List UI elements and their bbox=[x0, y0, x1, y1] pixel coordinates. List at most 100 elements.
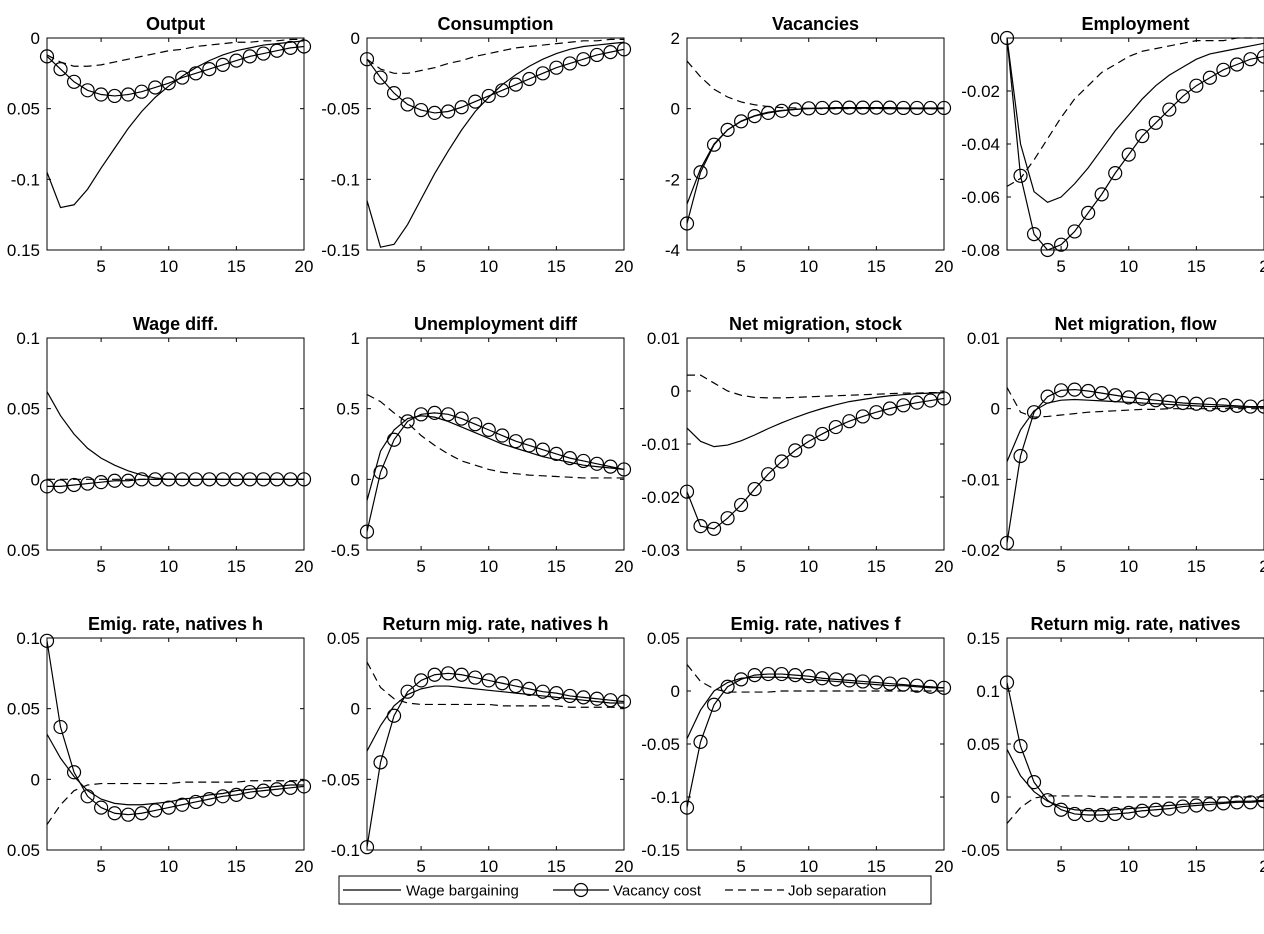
y-tick-label: 0.05 bbox=[7, 841, 40, 860]
data-point-vacancy-cost bbox=[1108, 806, 1123, 822]
x-tick-label: 15 bbox=[1187, 557, 1206, 576]
data-point-vacancy-cost bbox=[441, 407, 456, 422]
y-tick-label: -2 bbox=[665, 170, 680, 189]
data-point-vacancy-cost bbox=[39, 633, 55, 648]
legend: Wage bargaining Vacancy cost Job separat… bbox=[338, 875, 932, 905]
x-tick-label: 5 bbox=[1056, 557, 1065, 576]
data-point-vacancy-cost bbox=[828, 672, 843, 687]
y-tick-label: 0.05 bbox=[327, 629, 360, 648]
data-point-vacancy-cost bbox=[923, 679, 938, 694]
data-point-vacancy-cost bbox=[386, 708, 402, 723]
data-point-vacancy-cost bbox=[1202, 797, 1217, 812]
data-point-vacancy-cost bbox=[734, 114, 749, 129]
data-point-vacancy-cost bbox=[1148, 393, 1163, 408]
data-point-vacancy-cost bbox=[603, 459, 618, 474]
data-point-vacancy-cost bbox=[774, 103, 789, 118]
x-tick-label: 10 bbox=[479, 257, 498, 276]
data-point-vacancy-cost bbox=[562, 451, 577, 466]
x-tick-label: 2 bbox=[1259, 557, 1264, 576]
data-point-vacancy-cost bbox=[66, 74, 82, 89]
data-point-vacancy-cost bbox=[815, 671, 830, 686]
y-tick-label: -0.01 bbox=[641, 435, 680, 454]
subplot-title: Vacancies bbox=[772, 14, 859, 34]
series-line-job-separation bbox=[686, 60, 944, 110]
data-point-vacancy-cost bbox=[188, 794, 203, 810]
data-point-vacancy-cost bbox=[1054, 237, 1069, 252]
data-point-vacancy-cost bbox=[1256, 49, 1264, 64]
x-tick-label: 5 bbox=[96, 857, 105, 876]
data-point-vacancy-cost bbox=[39, 49, 55, 64]
data-point-vacancy-cost bbox=[400, 97, 415, 112]
data-point-vacancy-cost bbox=[535, 442, 550, 457]
data-point-vacancy-cost bbox=[999, 675, 1015, 690]
x-tick-label: 2 bbox=[1259, 857, 1264, 876]
data-point-vacancy-cost bbox=[1108, 388, 1123, 403]
x-tick-label: 15 bbox=[547, 557, 566, 576]
data-point-vacancy-cost bbox=[1040, 793, 1055, 808]
data-point-vacancy-cost bbox=[1054, 802, 1069, 817]
data-point-vacancy-cost bbox=[454, 100, 469, 115]
data-point-vacancy-cost bbox=[414, 102, 429, 118]
data-point-vacancy-cost bbox=[589, 456, 605, 471]
data-point-vacancy-cost bbox=[481, 422, 496, 437]
x-tick-label: 10 bbox=[159, 257, 178, 276]
data-point-vacancy-cost bbox=[734, 672, 749, 687]
data-point-vacancy-cost bbox=[80, 476, 95, 491]
y-tick-label: -0.05 bbox=[321, 100, 360, 119]
y-tick-label: 0 bbox=[351, 470, 360, 489]
data-point-vacancy-cost bbox=[1121, 390, 1136, 405]
data-point-vacancy-cost bbox=[1121, 805, 1136, 821]
data-point-vacancy-cost bbox=[999, 535, 1015, 551]
data-point-vacancy-cost bbox=[616, 462, 632, 477]
data-point-vacancy-cost bbox=[373, 755, 388, 770]
data-point-vacancy-cost bbox=[1040, 389, 1055, 404]
data-point-vacancy-cost bbox=[815, 426, 830, 442]
x-tick-label: 10 bbox=[799, 257, 818, 276]
data-point-vacancy-cost bbox=[1175, 799, 1190, 814]
data-point-vacancy-cost bbox=[202, 61, 217, 77]
data-point-vacancy-cost bbox=[229, 53, 244, 68]
data-point-vacancy-cost bbox=[441, 666, 456, 681]
x-tick-label: 15 bbox=[547, 857, 566, 876]
x-tick-label: 10 bbox=[1119, 557, 1138, 576]
x-tick-label: 20 bbox=[615, 257, 634, 276]
data-point-vacancy-cost bbox=[1229, 57, 1245, 72]
plot-area-consumption bbox=[366, 37, 625, 251]
x-tick-label: 10 bbox=[479, 557, 498, 576]
data-point-vacancy-cost bbox=[121, 807, 136, 822]
data-point-vacancy-cost bbox=[589, 47, 605, 63]
plot-area-return-mig-rate-natives-h bbox=[366, 637, 625, 851]
data-point-vacancy-cost bbox=[1243, 795, 1258, 810]
data-point-vacancy-cost bbox=[855, 674, 870, 689]
data-point-vacancy-cost bbox=[1256, 399, 1264, 414]
data-point-vacancy-cost bbox=[1094, 807, 1109, 823]
y-tick-label: 0 bbox=[31, 470, 40, 489]
x-tick-label: 5 bbox=[416, 557, 425, 576]
y-tick-label: -0.05 bbox=[321, 770, 360, 789]
data-point-vacancy-cost bbox=[427, 667, 442, 682]
data-point-vacancy-cost bbox=[215, 789, 230, 804]
data-point-vacancy-cost bbox=[1162, 102, 1177, 117]
data-point-vacancy-cost bbox=[747, 481, 762, 497]
data-point-vacancy-cost bbox=[855, 409, 870, 424]
data-point-vacancy-cost bbox=[1013, 739, 1028, 754]
x-tick-label: 20 bbox=[935, 257, 954, 276]
data-point-vacancy-cost bbox=[481, 88, 496, 104]
data-point-vacancy-cost bbox=[468, 417, 483, 432]
data-point-vacancy-cost bbox=[242, 784, 257, 800]
series-line-vacancy-cost bbox=[366, 412, 625, 532]
subplot-title: Unemployment diff bbox=[414, 314, 578, 334]
subplot-title: Wage diff. bbox=[133, 314, 218, 334]
x-tick-label: 20 bbox=[295, 257, 314, 276]
data-point-vacancy-cost bbox=[386, 432, 402, 447]
data-point-vacancy-cost bbox=[427, 105, 442, 121]
data-point-vacancy-cost bbox=[508, 77, 523, 92]
x-tick-label: 10 bbox=[799, 557, 818, 576]
data-point-vacancy-cost bbox=[202, 792, 217, 807]
data-point-vacancy-cost bbox=[229, 787, 244, 802]
data-point-vacancy-cost bbox=[1175, 89, 1190, 104]
y-tick-label: 0.05 bbox=[7, 541, 40, 560]
x-tick-label: 2 bbox=[1259, 257, 1264, 276]
subplot-title: Consumption bbox=[438, 14, 554, 34]
